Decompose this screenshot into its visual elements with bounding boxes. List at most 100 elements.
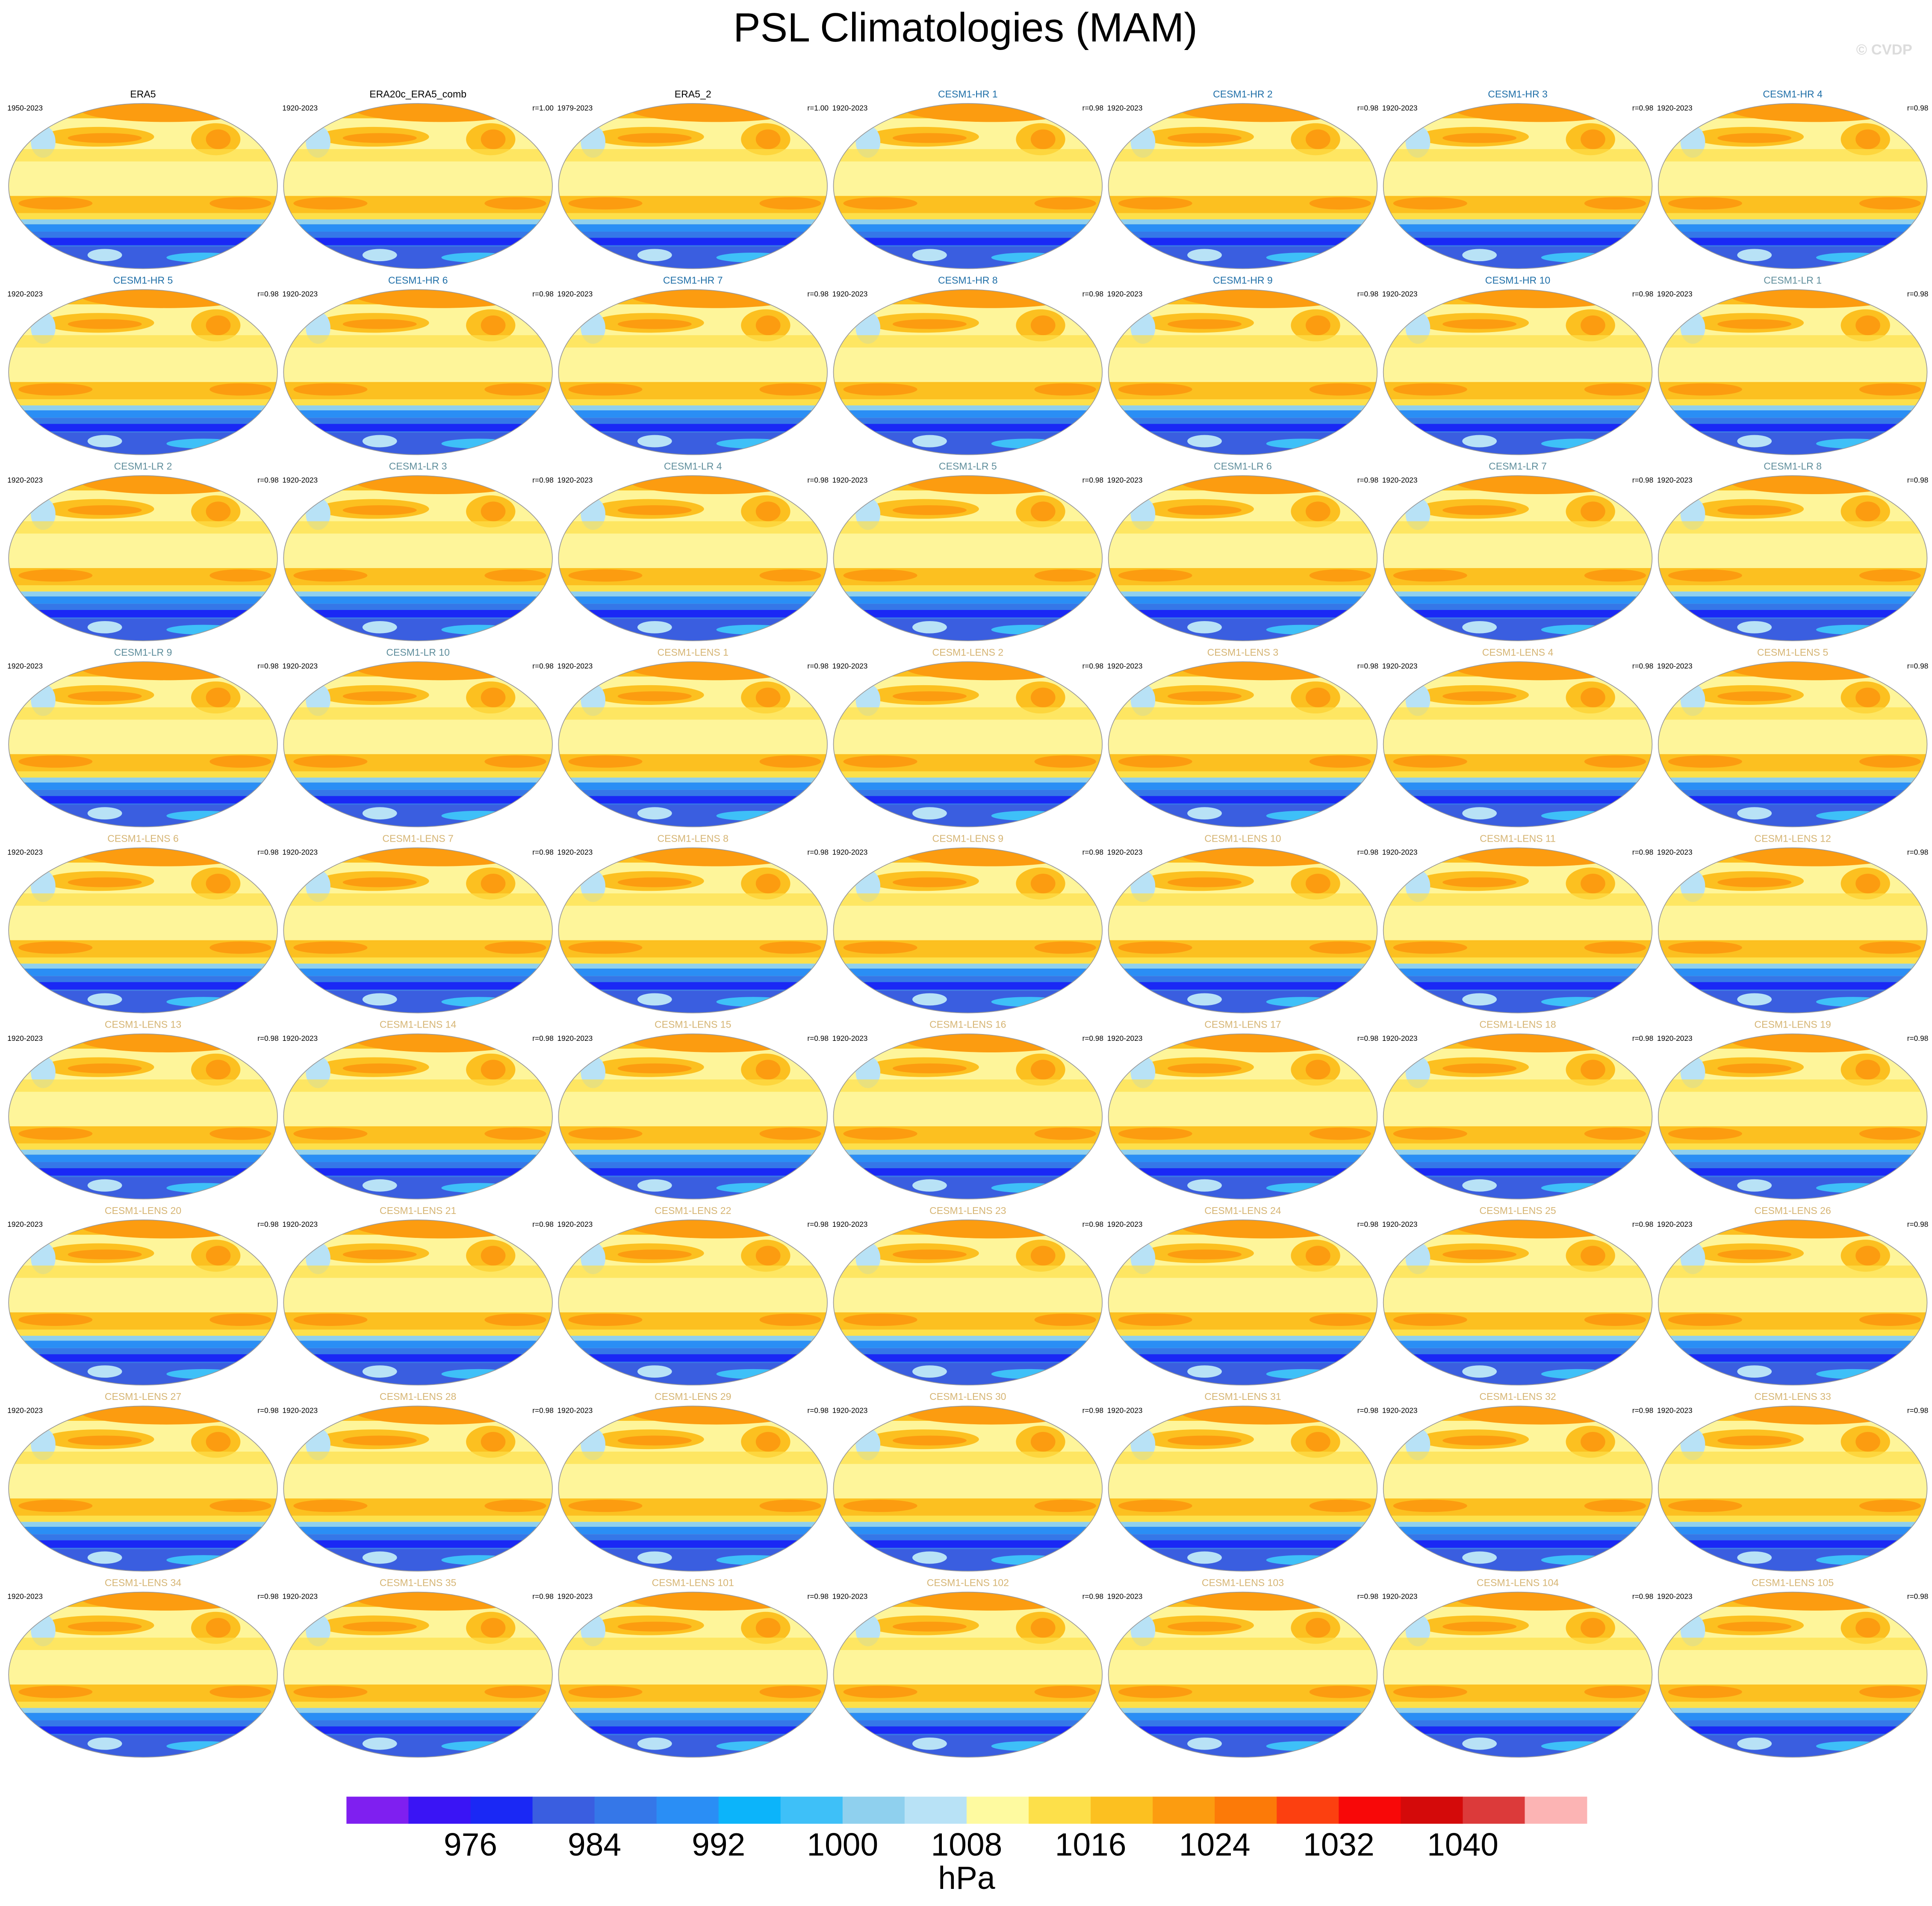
panel-title: CESM1-HR 7 bbox=[663, 274, 723, 286]
panel-period: 1920-2023 bbox=[1107, 1406, 1143, 1414]
panel-title: CESM1-LENS 32 bbox=[1479, 1391, 1556, 1402]
map-panel bbox=[1656, 1023, 1929, 1208]
panel-title: CESM1-LENS 103 bbox=[1202, 1577, 1284, 1588]
map-outline bbox=[1658, 661, 1928, 828]
colorbar-tick-label: 976 bbox=[444, 1826, 497, 1862]
map-outline bbox=[1383, 103, 1653, 269]
map-outline bbox=[8, 103, 278, 269]
map-panel bbox=[281, 279, 555, 463]
panel-title: CESM1-LR 8 bbox=[1764, 461, 1822, 472]
map-outline bbox=[283, 1033, 553, 1199]
map-outline bbox=[1658, 475, 1928, 641]
map-panel bbox=[831, 1023, 1105, 1208]
panel-title: CESM1-HR 4 bbox=[1763, 88, 1823, 100]
panel-correlation: r=1.00 bbox=[807, 103, 829, 112]
panel-title: CESM1-LR 3 bbox=[389, 461, 447, 472]
map-panel bbox=[281, 1395, 555, 1579]
panel-correlation: r=0.98 bbox=[807, 848, 829, 856]
map-outline bbox=[283, 475, 553, 641]
panel-title: ERA5 bbox=[130, 88, 156, 100]
map-panel bbox=[556, 92, 830, 277]
map-panel bbox=[831, 279, 1105, 463]
panel-title: CESM1-LENS 16 bbox=[929, 1019, 1006, 1030]
map-outline bbox=[1108, 1405, 1378, 1572]
map-panel bbox=[556, 279, 830, 463]
panel-correlation: r=0.98 bbox=[1632, 1034, 1654, 1043]
panel-title: CESM1-LENS 29 bbox=[655, 1391, 731, 1402]
panel-title: CESM1-LENS 20 bbox=[105, 1205, 181, 1216]
panel-correlation: r=0.98 bbox=[532, 290, 554, 298]
panel-period: 1920-2023 bbox=[1382, 662, 1418, 670]
panel-period: 1920-2023 bbox=[1382, 1220, 1418, 1228]
panel-correlation: r=0.98 bbox=[1632, 662, 1654, 670]
panel-period: 1920-2023 bbox=[1107, 290, 1143, 298]
panel-correlation: r=0.98 bbox=[807, 290, 829, 298]
panel-title: CESM1-LENS 102 bbox=[927, 1577, 1009, 1588]
map-outline bbox=[1658, 1405, 1928, 1572]
panel-title: CESM1-LENS 21 bbox=[380, 1205, 456, 1216]
map-panel bbox=[831, 1581, 1105, 1766]
panel-correlation: r=0.98 bbox=[1083, 1034, 1104, 1043]
panel-period: 1920-2023 bbox=[557, 848, 593, 856]
panel-correlation: r=0.98 bbox=[1632, 290, 1654, 298]
panel-title: CESM1-LENS 24 bbox=[1204, 1205, 1281, 1216]
panel-correlation: r=0.98 bbox=[532, 476, 554, 484]
panel-correlation: r=0.98 bbox=[1083, 848, 1104, 856]
map-panel bbox=[831, 837, 1105, 1021]
panel-period: 1920-2023 bbox=[282, 476, 318, 484]
panel-correlation: r=0.98 bbox=[1907, 103, 1929, 112]
panel-title: CESM1-LENS 9 bbox=[932, 833, 1004, 844]
colorbar-box bbox=[1028, 1797, 1091, 1824]
map-panel bbox=[1656, 465, 1929, 649]
map-outline bbox=[1658, 1591, 1928, 1758]
panel-correlation: r=0.98 bbox=[1357, 662, 1379, 670]
map-outline bbox=[1383, 1033, 1653, 1199]
panel-period: 1920-2023 bbox=[832, 476, 868, 484]
panel-title: CESM1-LENS 4 bbox=[1482, 647, 1554, 658]
panel-period: 1920-2023 bbox=[1382, 103, 1418, 112]
map-outline bbox=[1383, 1220, 1653, 1386]
map-outline bbox=[1108, 1033, 1378, 1199]
map-panel bbox=[1381, 1209, 1655, 1393]
panel-period: 1920-2023 bbox=[1657, 1592, 1693, 1601]
panel-period: 1920-2023 bbox=[282, 1592, 318, 1601]
map-panel bbox=[1656, 92, 1929, 277]
colorbar-box bbox=[1339, 1797, 1401, 1824]
panel-title: CESM1-LENS 23 bbox=[929, 1205, 1006, 1216]
map-panel bbox=[6, 1023, 280, 1208]
map-outline bbox=[8, 661, 278, 828]
map-panel bbox=[6, 1395, 280, 1579]
panel-correlation: r=0.98 bbox=[1907, 1406, 1929, 1414]
map-panel bbox=[1656, 279, 1929, 463]
panel-period: 1920-2023 bbox=[1657, 290, 1693, 298]
map-outline bbox=[833, 1220, 1103, 1386]
map-outline bbox=[8, 475, 278, 641]
colorbar-box bbox=[1401, 1797, 1463, 1824]
map-outline bbox=[558, 1405, 828, 1572]
panel-title: CESM1-LENS 22 bbox=[655, 1205, 731, 1216]
panel-title: CESM1-LENS 30 bbox=[929, 1391, 1006, 1402]
panel-correlation: r=0.98 bbox=[532, 662, 554, 670]
panel-correlation: r=0.98 bbox=[532, 1592, 554, 1601]
panel-period: 1920-2023 bbox=[7, 1592, 43, 1601]
panel-title: CESM1-LENS 26 bbox=[1754, 1205, 1831, 1216]
panel-title: CESM1-HR 1 bbox=[938, 88, 998, 100]
panel-correlation: r=0.98 bbox=[532, 1406, 554, 1414]
colorbar-box bbox=[1153, 1797, 1215, 1824]
colorbar-label: hPa bbox=[938, 1860, 995, 1896]
panel-period: 1920-2023 bbox=[1382, 290, 1418, 298]
panel-correlation: r=0.98 bbox=[1632, 848, 1654, 856]
panel-period: 1920-2023 bbox=[282, 1406, 318, 1414]
panel-correlation: r=0.98 bbox=[257, 848, 279, 856]
panel-period: 1920-2023 bbox=[7, 1220, 43, 1228]
map-panel bbox=[6, 651, 280, 835]
map-outline bbox=[1108, 847, 1378, 1013]
panel-period: 1920-2023 bbox=[557, 1034, 593, 1043]
map-outline bbox=[283, 847, 553, 1013]
panel-period: 1920-2023 bbox=[7, 1406, 43, 1414]
panel-correlation: r=0.98 bbox=[1083, 662, 1104, 670]
map-panel bbox=[831, 92, 1105, 277]
map-panel bbox=[6, 837, 280, 1021]
panel-period: 1920-2023 bbox=[1107, 103, 1143, 112]
